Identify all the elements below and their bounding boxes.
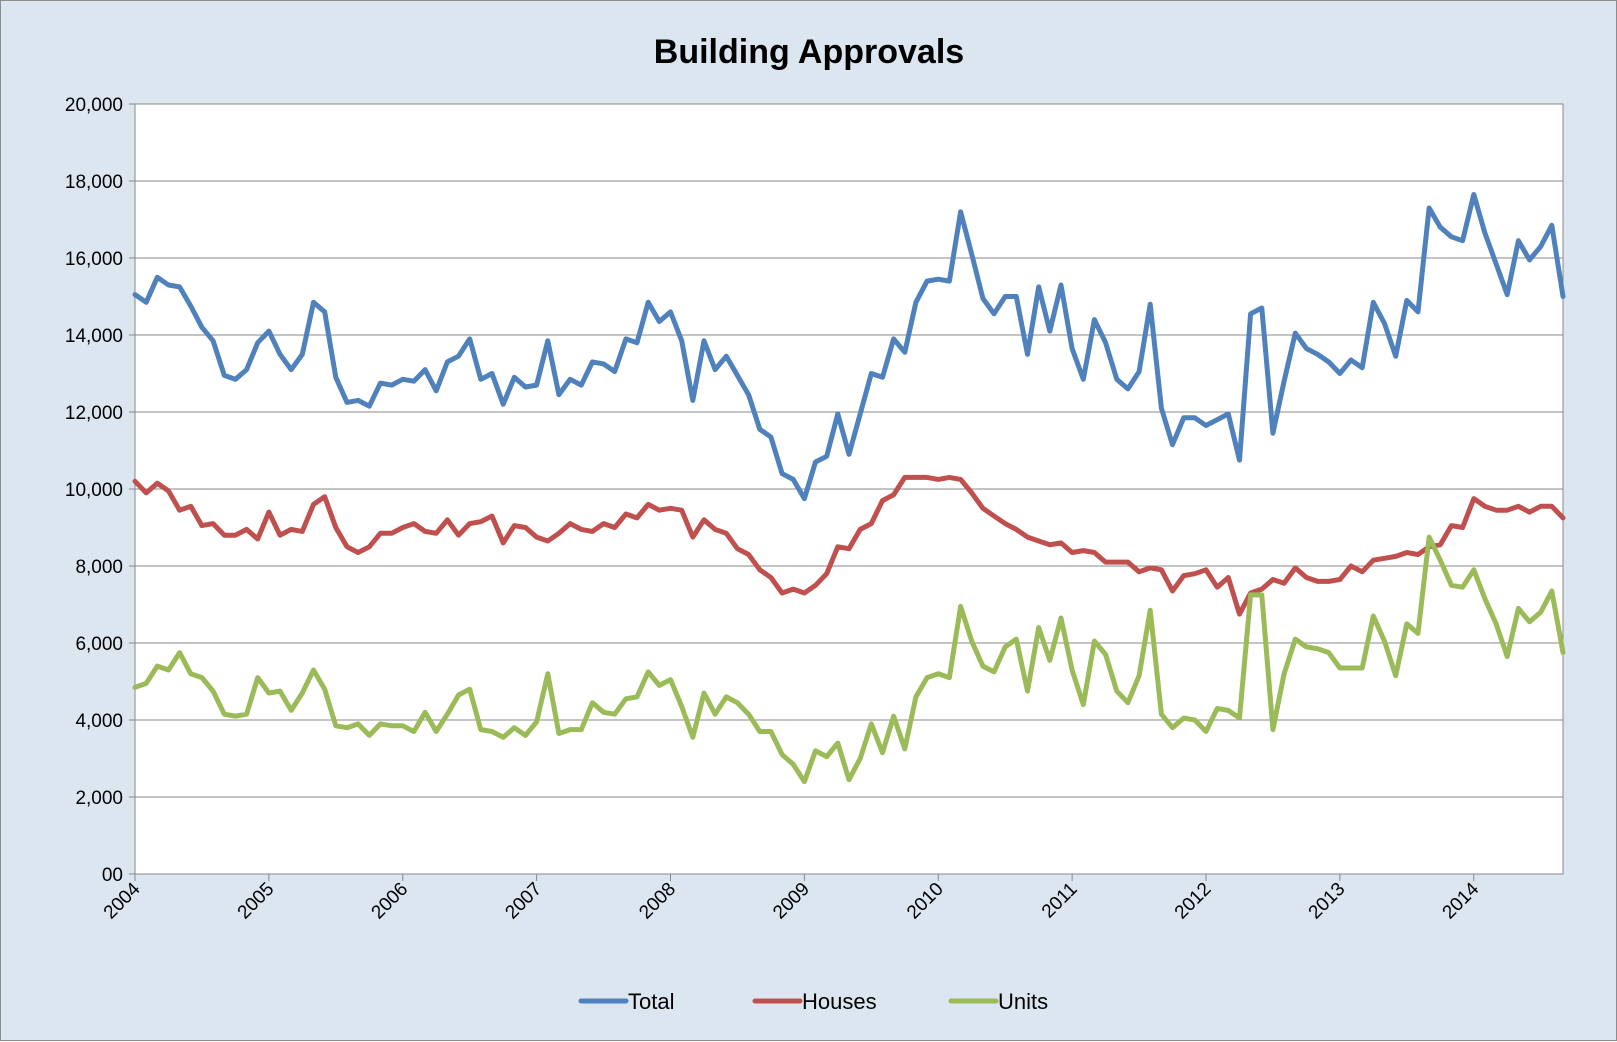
series-line-houses [132, 474, 1566, 617]
y-tick-label: 6,000 [75, 634, 123, 655]
legend-label-total: Total [628, 989, 674, 1014]
x-axis: 2004 2005 2006 2007 2008 2009 2010 2011 2012 2013… [100, 873, 1563, 924]
x-tick-label: 2011 [1038, 879, 1082, 923]
y-tick-label: 14,000 [65, 326, 123, 347]
series-line-units [132, 534, 1566, 785]
x-tick-label: 2008 [635, 879, 680, 924]
x-tick-label: 2013 [1305, 879, 1350, 924]
y-tick-label: 8,000 [75, 557, 123, 578]
series-line-total [132, 192, 1566, 502]
x-tick-label: 2006 [368, 879, 413, 924]
y-tick-label: 16,000 [65, 249, 123, 270]
x-tick-label: 2007 [501, 879, 546, 924]
x-tick-label: 2010 [903, 879, 948, 924]
legend-label-units: Units [998, 989, 1048, 1014]
x-tick-label: 2005 [234, 879, 279, 924]
y-tick-label: 18,000 [65, 172, 123, 193]
y-tick-label: 00 [102, 865, 123, 886]
y-tick-label: 20,000 [65, 95, 123, 116]
y-tick-label: 10,000 [65, 480, 123, 501]
legend-label-houses: Houses [802, 989, 877, 1014]
x-tick-label: 2009 [769, 879, 814, 924]
x-tick-label: 2012 [1171, 879, 1216, 924]
legend: Total Houses Units [578, 989, 1048, 1014]
y-tick-label: 4,000 [75, 711, 123, 732]
x-tick-label: 2014 [1439, 878, 1484, 923]
y-axis: 00 2,000 4,000 6,000 8,000 10,000 12,000 14,000… [65, 95, 136, 886]
series-lines [132, 192, 1566, 785]
gridlines [135, 103, 1563, 798]
y-tick-label: 12,000 [65, 403, 123, 424]
y-tick-label: 2,000 [75, 788, 123, 809]
chart-title: Building Approvals [654, 33, 964, 71]
